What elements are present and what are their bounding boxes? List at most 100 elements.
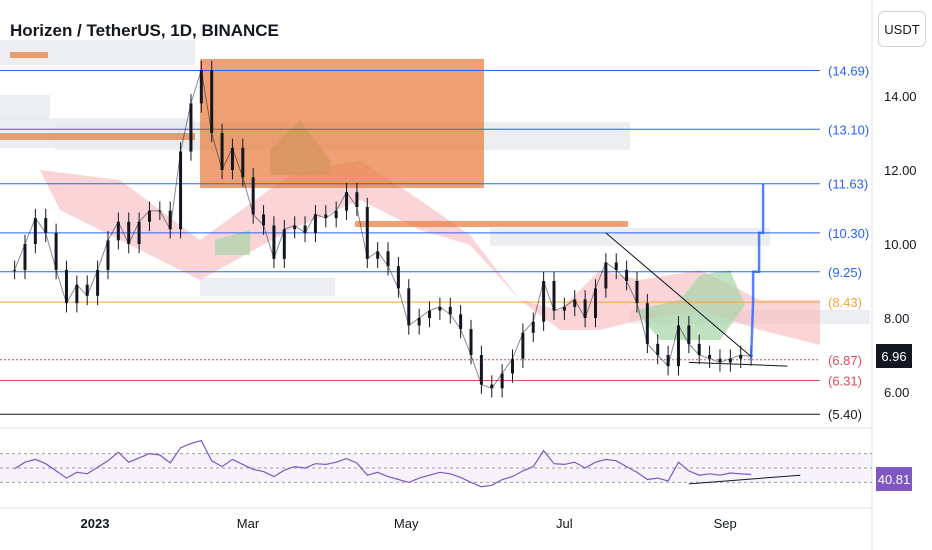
candle-body-1 <box>23 244 27 270</box>
y-tick-3: 8.00 <box>884 311 909 326</box>
candle-body-31 <box>334 210 338 219</box>
rsi-panel <box>0 439 872 488</box>
candle-body-36 <box>386 251 390 267</box>
candle-body-11 <box>127 221 131 244</box>
x-tick-1: Mar <box>237 516 260 531</box>
candle-body-55 <box>583 299 587 318</box>
level-label-1: (13.10) <box>828 122 869 137</box>
levels-layer: (14.69) (13.10) (11.63) (10.30) (9.25) (8.43)… <box>0 63 869 422</box>
candle-body-39 <box>417 318 421 326</box>
supply-zone-main <box>200 59 484 188</box>
candle-body-25 <box>272 225 276 259</box>
candle-body-41 <box>438 306 442 311</box>
candle-body-62 <box>656 343 660 355</box>
candle-body-8 <box>96 269 100 296</box>
candle-body-47 <box>500 373 504 389</box>
x-tick-2: May <box>394 516 419 531</box>
candle-body-24 <box>262 214 266 226</box>
level-label-2: (11.63) <box>828 177 868 192</box>
candle-body-23 <box>251 177 255 215</box>
rsi-trendline <box>688 474 801 485</box>
candle-body-21 <box>230 147 234 170</box>
rsi-band <box>0 453 872 483</box>
candle-body-30 <box>324 214 328 219</box>
price-series-layer <box>13 60 788 398</box>
candle-body-44 <box>469 329 473 355</box>
candle-body-10 <box>116 221 120 241</box>
support-trendline <box>688 361 788 367</box>
candle-body-16 <box>179 151 183 230</box>
level-label-5: (8.43) <box>828 295 862 310</box>
candle-body-60 <box>635 281 639 304</box>
candle-body-59 <box>625 269 629 281</box>
currency-button[interactable]: USDT <box>878 11 926 47</box>
candle-body-57 <box>604 262 608 289</box>
candle-body-51 <box>542 281 546 322</box>
candle-body-3 <box>44 218 48 233</box>
projection-path <box>749 183 765 359</box>
candle-body-42 <box>448 306 452 315</box>
candle-body-46 <box>490 384 494 389</box>
candle-body-58 <box>614 262 618 270</box>
x-tick-0: 2023 <box>81 516 110 531</box>
candle-body-68 <box>718 358 722 363</box>
level-label-8: (5.40) <box>828 407 862 422</box>
candle-body-65 <box>687 325 691 344</box>
supply-zone-right <box>355 221 628 227</box>
candle-body-34 <box>365 207 369 259</box>
candle-body-43 <box>459 314 463 330</box>
candle-body-35 <box>376 251 380 259</box>
candle-body-20 <box>220 133 224 170</box>
y-tick-1: 12.00 <box>884 163 917 178</box>
x-tick-3: Jul <box>556 516 573 531</box>
zones-layer <box>0 40 870 345</box>
rsi-line <box>14 439 752 488</box>
candle-body-53 <box>562 306 566 311</box>
candle-body-9 <box>106 240 110 270</box>
chart-title: Horizen / TetherUS, 1D, BINANCE <box>10 21 279 40</box>
candle-body-32 <box>345 192 349 211</box>
x-tick-4: Sep <box>714 516 737 531</box>
grey-zone-3 <box>200 278 335 296</box>
candle-body-19 <box>210 70 214 133</box>
supply-zone-left <box>0 133 195 140</box>
candle-body-70 <box>739 355 743 359</box>
candle-body-4 <box>54 232 58 270</box>
candle-body-66 <box>697 343 701 355</box>
level-label-7: (6.31) <box>828 374 862 389</box>
candle-body-49 <box>521 332 525 359</box>
candle-body-63 <box>666 355 670 367</box>
grey-zone-4 <box>490 228 770 246</box>
level-label-0: (14.69) <box>828 63 869 78</box>
candle-body-22 <box>241 147 245 178</box>
candle-body-38 <box>407 288 411 326</box>
candle-body-37 <box>396 266 400 289</box>
candle-body-56 <box>593 288 597 318</box>
candle-body-6 <box>75 284 79 304</box>
grey-zone-0 <box>0 95 50 120</box>
candle-body-52 <box>552 281 556 311</box>
candle-body-27 <box>293 225 297 230</box>
y-tick-2: 10.00 <box>884 237 917 252</box>
candle-body-12 <box>137 221 141 244</box>
candle-body-28 <box>303 225 307 233</box>
candle-body-64 <box>676 325 680 367</box>
level-label-6: (6.87) <box>828 353 862 368</box>
candle-body-7 <box>85 284 89 296</box>
y-tick-0: 14.00 <box>884 89 917 104</box>
candle-body-18 <box>199 70 203 104</box>
candle-body-5 <box>64 269 68 304</box>
descending-trendline <box>605 232 752 357</box>
candle-body-26 <box>282 229 286 259</box>
candle-body-17 <box>189 103 193 152</box>
price-line <box>14 69 752 389</box>
level-label-4: (9.25) <box>828 265 862 280</box>
level-label-3: (10.30) <box>828 226 869 241</box>
ichimoku-green-cloud-1 <box>215 230 250 255</box>
supply-zone-legend-mark <box>10 52 48 58</box>
y-tick-4: 6.00 <box>884 385 909 400</box>
candle-body-67 <box>708 355 712 359</box>
candle-body-61 <box>645 303 649 344</box>
